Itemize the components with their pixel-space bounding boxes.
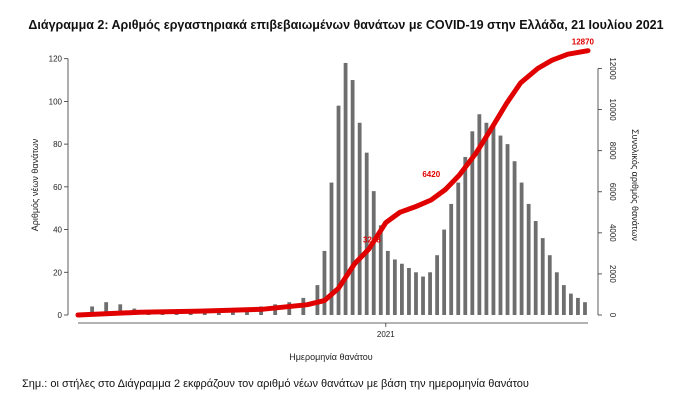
annotation-label: 3248 [363,235,381,244]
bar [463,156,468,315]
chart-title: Διάγραμμα 2: Αριθμός εργαστηριακά επιβεβ… [28,18,664,32]
cumulative-line [75,48,591,318]
right-tick-label: 4000 [608,224,617,242]
bar [526,203,531,315]
bar [118,304,123,315]
bar [202,312,207,315]
bar [449,203,454,315]
bar-series [76,62,587,316]
bar [329,182,334,315]
bar [554,272,559,315]
bar [533,221,538,315]
right-axis-title: Συνολικός αριθμός θανάτων [630,129,640,241]
bar [491,127,496,315]
bar [90,306,94,315]
right-tick-label: 8000 [608,142,617,160]
x-axis: 2021 [78,322,588,339]
right-tick-label: 12000 [608,57,617,80]
bar [336,105,341,315]
bar [576,297,580,315]
left-tick-label: 120 [49,55,63,64]
left-tick-label: 0 [58,311,63,320]
bar [392,259,397,315]
bar [498,135,503,315]
footnote: Σημ.: οι στήλες στο Διάγραμμα 2 εκφράζου… [22,378,529,390]
left-tick-label: 20 [53,268,62,277]
bar [407,268,411,315]
bar [477,114,482,315]
bar [371,191,376,315]
bar [428,272,432,315]
bar [547,255,552,315]
bar [364,152,369,315]
bar [512,161,517,315]
bar [231,310,235,315]
left-y-axis: 0 20 40 60 80 100 120 [49,55,69,320]
bar [456,182,461,315]
bar [385,250,390,315]
bar [343,62,348,316]
annotation-label: 6420 [422,170,440,179]
bar [188,312,193,315]
bar [540,238,545,315]
left-tick-label: 40 [53,226,62,235]
bar [442,229,447,315]
bar [484,122,489,315]
bar [400,263,404,315]
left-axis-title: Αριθμός νέων θανάτων [30,138,40,231]
x-axis-title: Ημερομηνία θανάτου [289,352,373,362]
right-y-axis: 0 2000 4000 6000 8000 10000 12000 [597,57,617,318]
bar [568,293,573,315]
left-tick-label: 80 [53,140,62,149]
bar [414,272,418,315]
bar [357,122,362,315]
bar [583,302,587,315]
bar [350,80,355,315]
left-tick-label: 100 [49,97,63,106]
right-tick-label: 6000 [608,183,617,201]
bar [519,182,524,315]
cumulative-line-series [75,48,591,318]
left-tick-label: 60 [53,183,62,192]
annotations: 3248 6420 12870 [363,38,595,245]
x-tick-label: 2021 [377,330,395,339]
bar [378,225,383,315]
bar [505,144,510,315]
right-tick-label: 10000 [608,98,617,121]
right-tick-label: 2000 [608,265,617,283]
bar [421,276,425,315]
bar [322,250,327,315]
bar [470,131,475,315]
right-tick-label: 0 [608,313,617,318]
annotation-label: 12870 [572,38,595,47]
bar [104,302,109,315]
bar [435,255,440,315]
bar [561,285,566,315]
